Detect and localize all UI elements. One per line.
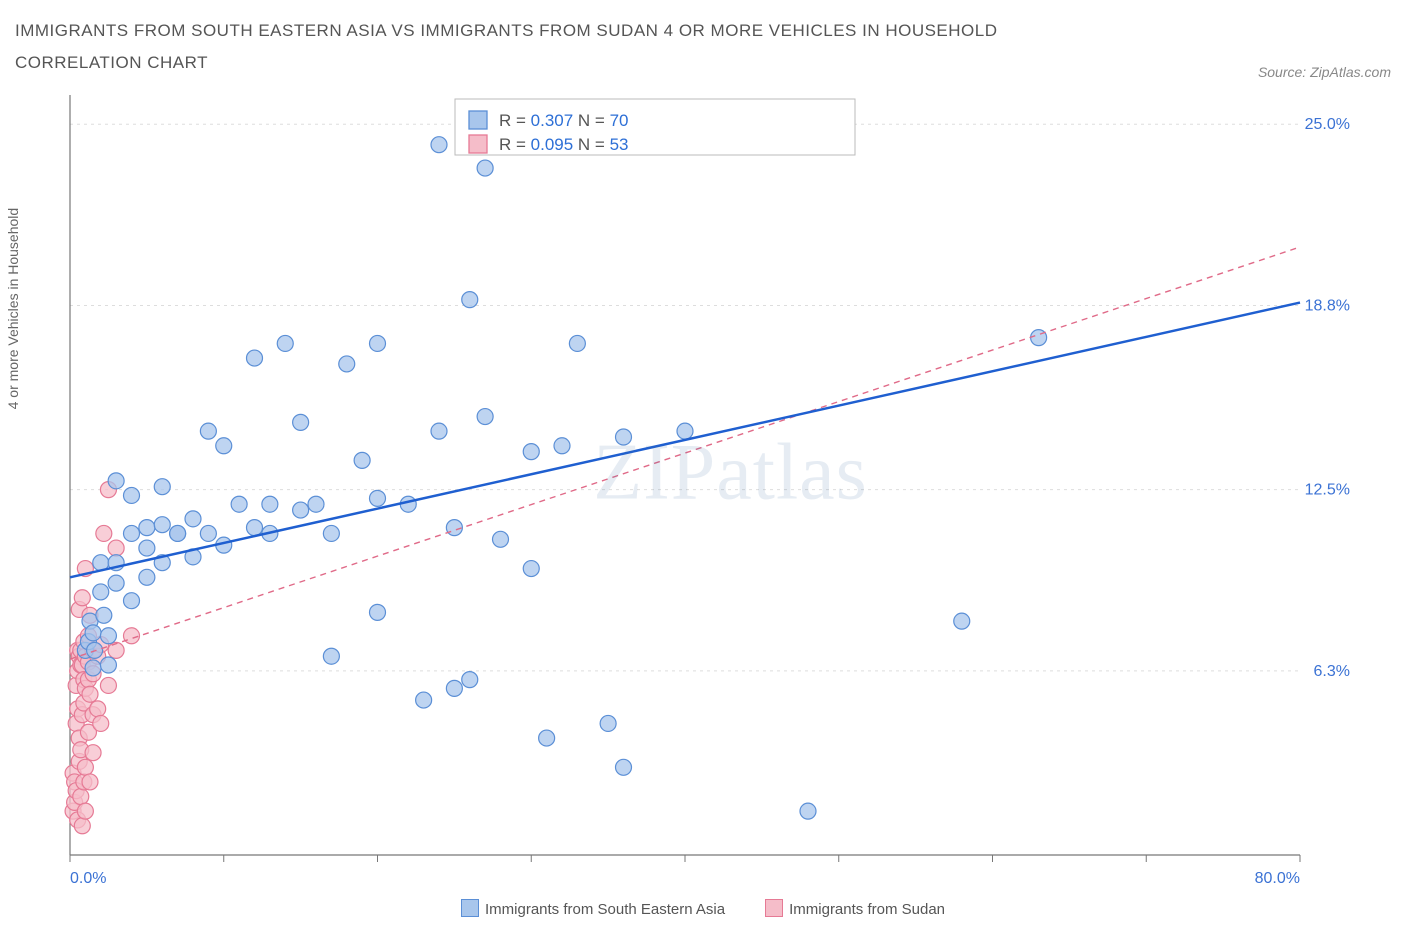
- data-point: [554, 437, 570, 453]
- data-point: [82, 774, 98, 790]
- regression-line: [70, 247, 1300, 659]
- data-point: [124, 525, 140, 541]
- chart-title: IMMIGRANTS FROM SOUTH EASTERN ASIA VS IM…: [15, 15, 1115, 80]
- y-tick-label: 18.8%: [1305, 297, 1350, 314]
- data-point: [462, 291, 478, 307]
- legend-stat: R = 0.307 N = 70: [499, 111, 629, 130]
- data-point: [339, 356, 355, 372]
- data-point: [200, 423, 216, 439]
- data-point: [216, 437, 232, 453]
- data-point: [96, 607, 112, 623]
- data-point: [77, 759, 93, 775]
- data-point: [523, 560, 539, 576]
- data-point: [74, 589, 90, 605]
- data-point: [90, 700, 106, 716]
- data-point: [93, 584, 109, 600]
- data-point: [93, 715, 109, 731]
- data-point: [446, 680, 462, 696]
- data-point: [139, 519, 155, 535]
- data-point: [108, 472, 124, 488]
- data-point: [108, 575, 124, 591]
- legend-stat: R = 0.095 N = 53: [499, 135, 629, 154]
- data-point: [477, 160, 493, 176]
- data-point: [124, 592, 140, 608]
- data-point: [370, 335, 386, 351]
- header-row: IMMIGRANTS FROM SOUTH EASTERN ASIA VS IM…: [15, 15, 1391, 80]
- y-axis-label: 4 or more Vehicles in Household: [5, 207, 21, 409]
- data-point: [677, 423, 693, 439]
- legend-item: Immigrants from Sudan: [765, 899, 945, 918]
- legend-swatch: [461, 899, 479, 917]
- data-point: [77, 803, 93, 819]
- data-point: [370, 490, 386, 506]
- data-point: [416, 692, 432, 708]
- legend-bottom: Immigrants from South Eastern Asia Immigr…: [15, 899, 1391, 918]
- y-tick-label: 25.0%: [1305, 116, 1350, 133]
- data-point: [85, 624, 101, 640]
- legend-swatch: [469, 111, 487, 129]
- data-point: [85, 744, 101, 760]
- data-point: [100, 657, 116, 673]
- data-point: [108, 642, 124, 658]
- data-point: [800, 803, 816, 819]
- data-point: [323, 525, 339, 541]
- data-point: [477, 408, 493, 424]
- data-point: [600, 715, 616, 731]
- data-point: [431, 423, 447, 439]
- data-point: [73, 788, 89, 804]
- data-point: [170, 525, 186, 541]
- data-point: [616, 429, 632, 445]
- data-point: [569, 335, 585, 351]
- data-point: [100, 677, 116, 693]
- data-point: [493, 531, 509, 547]
- legend-swatch: [469, 135, 487, 153]
- legend-swatch: [765, 899, 783, 917]
- chart-container: 4 or more Vehicles in Household 6.3%12.5…: [15, 85, 1391, 895]
- data-point: [539, 730, 555, 746]
- data-point: [262, 496, 278, 512]
- data-point: [323, 648, 339, 664]
- data-point: [462, 671, 478, 687]
- data-point: [85, 660, 101, 676]
- data-point: [82, 686, 98, 702]
- data-point: [154, 516, 170, 532]
- data-point: [247, 519, 263, 535]
- data-point: [293, 414, 309, 430]
- data-point: [96, 525, 112, 541]
- data-point: [370, 604, 386, 620]
- data-point: [293, 502, 309, 518]
- data-point: [200, 525, 216, 541]
- data-point: [247, 350, 263, 366]
- y-tick-label: 12.5%: [1305, 481, 1350, 498]
- x-tick-label: 80.0%: [1255, 870, 1300, 887]
- data-point: [308, 496, 324, 512]
- data-point: [124, 487, 140, 503]
- data-point: [431, 136, 447, 152]
- data-point: [523, 443, 539, 459]
- data-point: [139, 569, 155, 585]
- legend-item: Immigrants from South Eastern Asia: [461, 899, 725, 918]
- data-point: [154, 478, 170, 494]
- data-point: [954, 613, 970, 629]
- data-point: [446, 519, 462, 535]
- data-point: [277, 335, 293, 351]
- regression-line: [70, 302, 1300, 577]
- x-tick-label: 0.0%: [70, 870, 106, 887]
- data-point: [354, 452, 370, 468]
- scatter-chart: 6.3% 12.5% 18.8% 25.0% 0.0% 80.0% R = 0.307 N …: [15, 85, 1355, 895]
- source-label: Source: ZipAtlas.com: [1258, 64, 1391, 80]
- y-tick-label: 6.3%: [1314, 662, 1350, 679]
- data-point: [100, 627, 116, 643]
- data-point: [108, 540, 124, 556]
- data-point: [616, 759, 632, 775]
- data-point: [74, 817, 90, 833]
- data-point: [139, 540, 155, 556]
- data-point: [185, 510, 201, 526]
- data-point: [124, 627, 140, 643]
- data-point: [231, 496, 247, 512]
